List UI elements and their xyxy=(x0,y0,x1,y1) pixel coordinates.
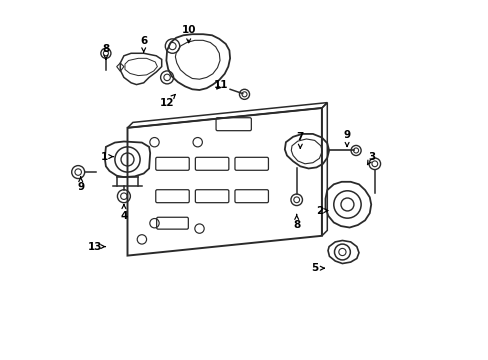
Text: 11: 11 xyxy=(213,80,228,90)
Text: 12: 12 xyxy=(160,94,175,108)
Text: 1: 1 xyxy=(100,152,113,162)
Text: 8: 8 xyxy=(292,215,300,230)
Text: 9: 9 xyxy=(343,130,350,147)
Text: 8: 8 xyxy=(102,44,109,59)
Text: 6: 6 xyxy=(140,36,147,52)
Text: 7: 7 xyxy=(296,132,304,148)
Text: 13: 13 xyxy=(88,242,105,252)
Text: 10: 10 xyxy=(181,24,196,43)
Text: 4: 4 xyxy=(120,204,127,221)
Text: 2: 2 xyxy=(316,206,327,216)
Text: 5: 5 xyxy=(310,263,324,273)
Text: 3: 3 xyxy=(366,152,375,165)
Text: 9: 9 xyxy=(77,177,84,192)
